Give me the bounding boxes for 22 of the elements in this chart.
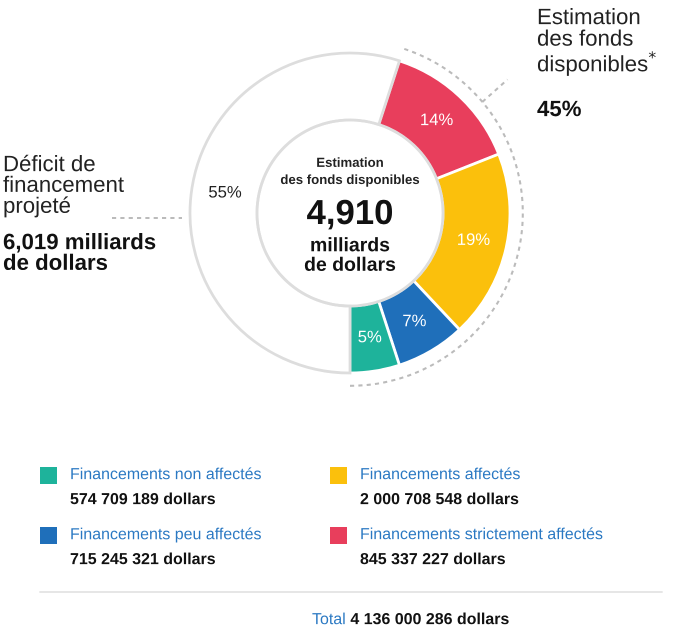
- data-label: 7%: [403, 314, 426, 326]
- legend-label: Financements strictement affectés: [361, 527, 602, 540]
- legend-label: Financements affectés: [361, 467, 520, 480]
- text: 45%: [537, 100, 581, 116]
- data-label: 5%: [358, 330, 382, 342]
- text: 4,910: [307, 200, 392, 230]
- text: 4 136 000 286 dollars: [350, 612, 509, 624]
- legend-label: Financements peu affectés: [71, 527, 261, 543]
- text: 2 000 708 548 dollars: [360, 492, 518, 504]
- text: Estimation des fonds disponibles: [280, 157, 420, 187]
- text: 6,019 milliards de dollars: [4, 233, 156, 270]
- text: Total: [312, 612, 345, 624]
- text: 574 709 189 dollars: [70, 492, 215, 504]
- text: 715 245 321 dollars: [70, 552, 215, 564]
- legend-label: Financements non affectés: [71, 467, 261, 480]
- text: 845 337 227 dollars: [360, 552, 505, 564]
- slice-label: Déficit de financement projeté: [3, 154, 124, 218]
- data-label: 14%: [421, 114, 453, 126]
- data-label: 19%: [458, 233, 490, 246]
- text: milliards de dollars: [304, 237, 396, 271]
- data-label: 55%: [209, 186, 242, 198]
- text: Estimation des fonds disponibles$^{*}$: [538, 8, 656, 76]
